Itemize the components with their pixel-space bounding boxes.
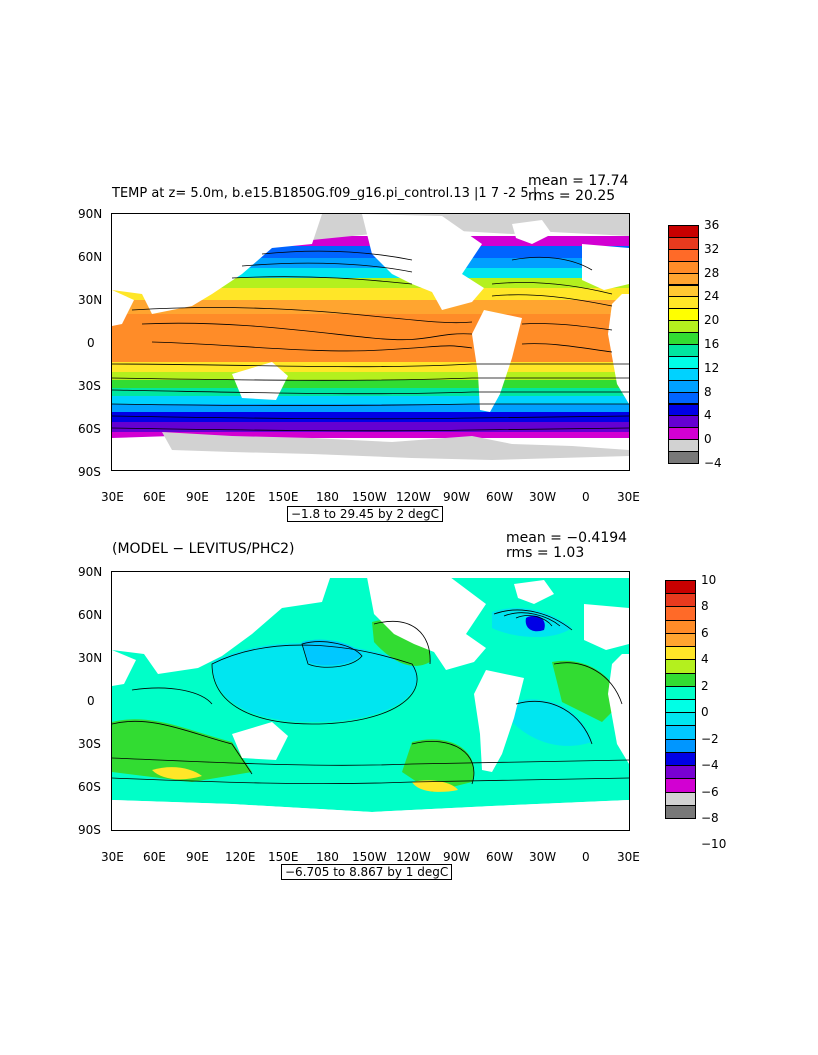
panel2-map xyxy=(111,571,630,831)
panel1-map xyxy=(111,213,630,471)
panel2-ytick: 90S xyxy=(78,823,101,837)
panel1-xtick: 180 xyxy=(316,490,339,504)
panel2-xtick: 90E xyxy=(186,850,209,864)
colorbar-tick-label: 12 xyxy=(704,360,720,375)
panel1-ytick: 0 xyxy=(87,336,95,350)
colorbar-swatch xyxy=(665,712,696,727)
panel2-ytick: 60N xyxy=(78,608,103,622)
panel1-ytick: 60N xyxy=(78,250,103,264)
colorbar-tick-label: 4 xyxy=(701,652,709,667)
panel2-xtick: 30E xyxy=(101,850,124,864)
colorbar-swatch xyxy=(665,778,696,793)
panel2-xtick: 0 xyxy=(582,850,590,864)
panel2-ytick: 60S xyxy=(78,780,101,794)
colorbar-swatch xyxy=(665,765,696,780)
panel2-xtick: 180 xyxy=(316,850,339,864)
panel2-xtick: 120W xyxy=(396,850,431,864)
colorbar-tick-label: 6 xyxy=(701,625,709,640)
panel1-xtick: 30W xyxy=(529,490,557,504)
colorbar-tick-label: −2 xyxy=(701,731,719,746)
colorbar-tick-label: 2 xyxy=(701,678,709,693)
panel2-ytick: 0 xyxy=(87,694,95,708)
colorbar-tick-label: 36 xyxy=(704,218,720,232)
colorbar-tick-label: 8 xyxy=(701,599,709,614)
panel1-ytick: 60S xyxy=(78,422,101,436)
panel1-xtick: 60W xyxy=(486,490,514,504)
colorbar-tick-label: −10 xyxy=(701,837,727,852)
panel2-ytick: 30N xyxy=(78,651,103,665)
colorbar-tick-label: −6 xyxy=(701,784,719,799)
colorbar-swatch xyxy=(665,619,696,634)
colorbar-tick-label: 20 xyxy=(704,313,720,328)
colorbar-tick-label: 32 xyxy=(704,241,720,256)
colorbar-tick-label: −8 xyxy=(701,811,719,825)
colorbar-tick-label: 0 xyxy=(701,705,709,720)
colorbar-swatch xyxy=(665,672,696,687)
colorbar-tick-label: 10 xyxy=(701,573,717,587)
colorbar-tick-label: −4 xyxy=(704,456,722,470)
colorbar-swatch xyxy=(665,659,696,674)
panel2-title: (MODEL − LEVITUS/PHC2) xyxy=(112,541,295,557)
panel1-xtick: 90E xyxy=(186,490,209,504)
panel1-xtick: 0 xyxy=(582,490,590,504)
panel1-xtick: 30E xyxy=(101,490,124,504)
panel2-xtick: 120E xyxy=(225,850,256,864)
panel1-ytick: 90S xyxy=(78,465,101,479)
panel1-title: TEMP at z= 5.0m, b.e15.B1850G.f09_g16.pi… xyxy=(112,186,538,201)
panel1-map-svg xyxy=(112,214,629,470)
colorbar-tick-label: 16 xyxy=(704,337,720,351)
colorbar-tick-label: −4 xyxy=(701,758,719,773)
colorbar-tick-label: 24 xyxy=(704,289,720,304)
panel2-xtick: 60E xyxy=(143,850,166,864)
panel2-ytick: 90N xyxy=(78,565,103,579)
panel1-xtick: 120E xyxy=(225,490,256,504)
colorbar-swatch xyxy=(665,606,696,621)
panel2-xtick: 60W xyxy=(486,850,514,864)
panel2-xtick: 90W xyxy=(443,850,471,864)
colorbar-swatch xyxy=(665,580,696,595)
panel2-map-svg xyxy=(112,572,629,830)
colorbar-swatch xyxy=(668,451,699,464)
colorbar-tick-label: 4 xyxy=(704,408,712,423)
panel1-ytick: 30S xyxy=(78,379,101,393)
panel1-xtick: 150E xyxy=(268,490,299,504)
panel1-mean: mean = 17.74 xyxy=(528,173,629,189)
colorbar-swatch xyxy=(665,646,696,661)
colorbar-tick-label: 28 xyxy=(704,265,720,280)
colorbar-swatch xyxy=(665,699,696,714)
colorbar-swatch xyxy=(665,725,696,740)
panel2-contour-range: −6.705 to 8.867 by 1 degC xyxy=(281,864,453,880)
panel1-xtick: 30E xyxy=(617,490,640,504)
panel2-xtick: 150E xyxy=(268,850,299,864)
panel1-xtick: 120W xyxy=(396,490,431,504)
panel1-ytick: 30N xyxy=(78,293,103,307)
panel1-ytick: 90N xyxy=(78,207,103,221)
panel2-xtick: 30E xyxy=(617,850,640,864)
colorbar-swatch xyxy=(665,804,696,819)
colorbar-swatch xyxy=(665,751,696,767)
panel2-xtick: 30W xyxy=(529,850,557,864)
panel1-rms: rms = 20.25 xyxy=(528,188,616,204)
panel2-ytick: 30S xyxy=(78,737,101,751)
panel1-xtick: 60E xyxy=(143,490,166,504)
colorbar-tick-label: 8 xyxy=(704,384,712,399)
colorbar-swatch xyxy=(665,738,696,753)
colorbar-swatch xyxy=(665,632,696,648)
panel2-rms: rms = 1.03 xyxy=(506,545,585,561)
colorbar-swatch xyxy=(665,791,696,806)
colorbar-swatch xyxy=(665,685,696,700)
panel1-xtick: 90W xyxy=(443,490,471,504)
colorbar-tick-label: 0 xyxy=(704,432,712,447)
panel2-xtick: 150W xyxy=(352,850,387,864)
panel2-mean: mean = −0.4194 xyxy=(506,530,628,546)
colorbar-swatch xyxy=(665,593,696,608)
panel1-xtick: 150W xyxy=(352,490,387,504)
panel1-contour-range: −1.8 to 29.45 by 2 degC xyxy=(287,506,443,522)
